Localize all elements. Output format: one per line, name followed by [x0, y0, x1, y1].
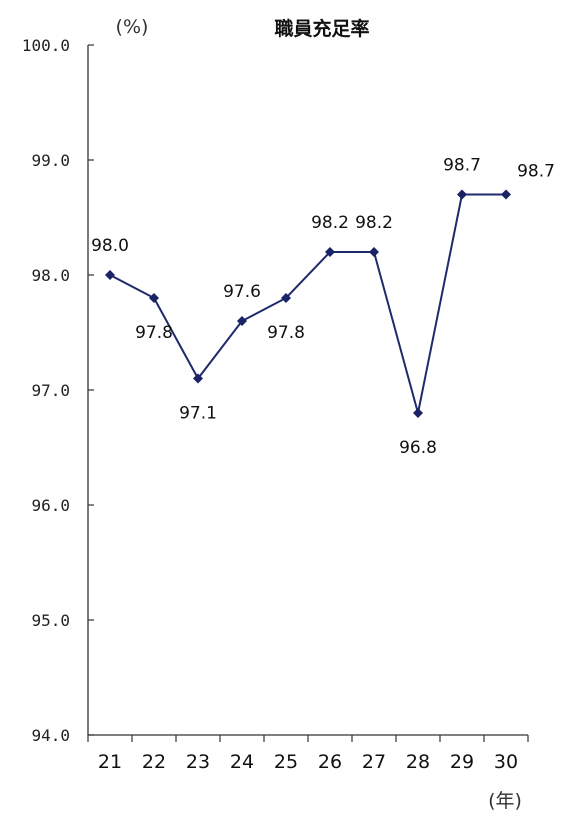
x-tick-label: 28 — [406, 751, 430, 773]
y-tick-label: 95.0 — [31, 611, 70, 630]
data-point-marker — [281, 293, 291, 303]
x-tick-label: 21 — [98, 751, 122, 773]
y-tick-label: 96.0 — [31, 496, 70, 515]
x-tick-label: 27 — [362, 751, 386, 773]
data-label: 98.7 — [517, 162, 555, 182]
x-tick-labels: 21 22 23 24 25 26 27 28 29 30 — [98, 751, 518, 773]
data-point-marker — [457, 189, 467, 200]
data-point-marker — [237, 316, 247, 326]
series-line — [109, 193, 506, 414]
axes — [87, 44, 529, 742]
y-tick-label: 100.0 — [22, 36, 70, 55]
y-unit-label: (%) — [116, 16, 149, 38]
y-tick-label: 98.0 — [31, 266, 70, 285]
x-tick-label: 30 — [494, 751, 518, 773]
data-label: 97.6 — [223, 282, 261, 302]
data-label: 97.1 — [179, 404, 217, 424]
x-tick-label: 23 — [186, 751, 210, 773]
data-point-marker — [149, 293, 159, 303]
x-unit-label: (年) — [488, 790, 522, 812]
x-tick-label: 24 — [230, 751, 254, 773]
data-label: 98.0 — [91, 236, 129, 256]
x-tick-label: 29 — [450, 751, 474, 773]
data-point-marker — [325, 247, 335, 257]
chart-title: 職員充足率 — [274, 17, 369, 40]
data-labels: 98.0 97.8 97.1 97.6 97.8 98.2 98.2 96.8 98.7 98.7 — [91, 156, 555, 459]
y-tick-label: 99.0 — [31, 151, 70, 170]
data-point-marker — [105, 270, 115, 280]
y-tick-label: 94.0 — [31, 726, 70, 745]
data-markers — [105, 189, 511, 418]
y-tick-label: 97.0 — [31, 381, 70, 400]
y-tick-labels: 100.0 99.0 98.0 97.0 96.0 95.0 94.0 — [22, 36, 70, 745]
data-point-marker — [413, 408, 423, 418]
data-label: 98.2 — [355, 213, 393, 233]
data-label: 98.2 — [311, 213, 349, 233]
data-label: 97.8 — [135, 323, 173, 343]
x-tick-label: 22 — [142, 751, 166, 773]
x-tick-label: 25 — [274, 751, 298, 773]
data-point-marker — [501, 189, 511, 200]
x-tick-label: 26 — [318, 751, 342, 773]
data-point-marker — [369, 247, 379, 257]
data-label: 98.7 — [443, 156, 481, 176]
data-label: 96.8 — [399, 438, 437, 458]
data-label: 97.8 — [267, 323, 305, 343]
data-point-marker — [193, 373, 203, 384]
